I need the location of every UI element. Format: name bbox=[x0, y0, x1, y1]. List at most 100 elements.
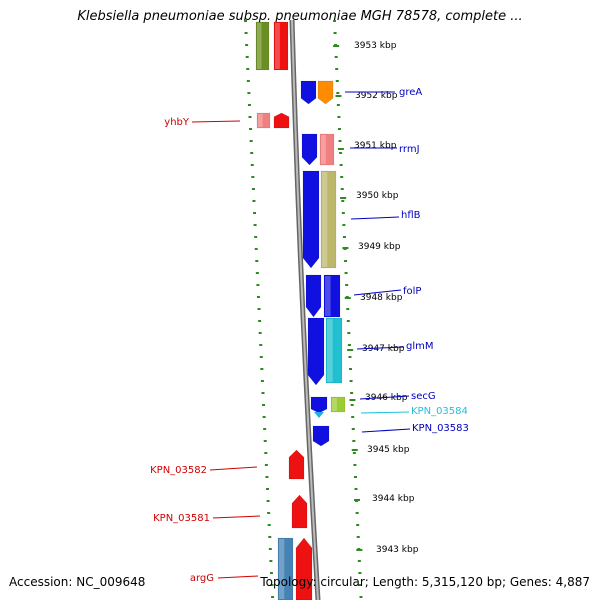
tick-mark bbox=[336, 104, 340, 106]
gene-block-secG bbox=[330, 396, 346, 413]
major-tick bbox=[342, 247, 349, 249]
tick-mark bbox=[258, 320, 262, 322]
gene-arrow-glmM bbox=[307, 317, 325, 386]
tick-mark bbox=[244, 32, 248, 34]
tick-mark bbox=[247, 92, 251, 94]
gene-labels: greA rrmJ hflB folP glmM secG KPN_03584 KPN_035… bbox=[150, 87, 469, 584]
tick-mark bbox=[262, 416, 266, 418]
tick-mark bbox=[339, 164, 343, 166]
tick-mark bbox=[260, 368, 264, 370]
scale-label: 3953 kbp bbox=[354, 41, 397, 51]
gene-block-greA bbox=[317, 80, 334, 105]
tick-mark bbox=[350, 392, 354, 394]
tick-mark bbox=[245, 56, 249, 58]
tick-mark bbox=[263, 440, 267, 442]
tick-mark bbox=[256, 284, 260, 286]
scale-labels: 3953 kbp 3952 kbp 3951 kbp 3950 kbp 3949 kbp… bbox=[354, 41, 419, 555]
tick-mark bbox=[351, 428, 355, 430]
tick-mark bbox=[348, 356, 352, 358]
scale-label: 3945 kbp bbox=[367, 445, 410, 455]
tick-mark bbox=[267, 524, 271, 526]
tick-mark bbox=[250, 152, 254, 154]
gene-block-folP bbox=[323, 274, 341, 318]
tick-mark bbox=[335, 80, 339, 82]
tick-mark bbox=[250, 164, 254, 166]
tick-mark bbox=[341, 200, 345, 202]
tick-mark bbox=[265, 476, 269, 478]
leader-line bbox=[217, 575, 259, 579]
tick-mark bbox=[358, 584, 362, 586]
tick-mark bbox=[256, 296, 260, 298]
gene-arrow-rrmJ bbox=[301, 133, 318, 166]
tick-mark bbox=[342, 236, 346, 238]
gene-arrow-KPN_03584 bbox=[314, 412, 324, 418]
gene-block-glmM-shade bbox=[327, 319, 333, 382]
major-tick bbox=[333, 45, 340, 47]
tick-mark bbox=[259, 356, 263, 358]
tick-mark bbox=[336, 92, 340, 94]
tick-mark bbox=[345, 284, 349, 286]
gene-block-hflB-shade bbox=[322, 172, 328, 267]
tick-mark bbox=[246, 68, 250, 70]
map-title: Klebsiella pneumoniae subsp. pneumoniae … bbox=[77, 9, 523, 24]
tick-mark bbox=[249, 128, 253, 130]
tick-mark bbox=[253, 224, 257, 226]
gene-label: hflB bbox=[401, 210, 421, 221]
tick-mark bbox=[337, 116, 341, 118]
leader-line bbox=[356, 346, 405, 350]
tick-mark bbox=[352, 440, 356, 442]
tick-mark bbox=[340, 188, 344, 190]
gene-label: KPN_03582 bbox=[150, 465, 207, 476]
tick-mark bbox=[356, 524, 360, 526]
tick-mark bbox=[338, 140, 342, 142]
scale-label: 3946 kbp bbox=[365, 393, 408, 403]
tick-mark bbox=[257, 308, 261, 310]
major-tick bbox=[354, 499, 361, 501]
tick-mark bbox=[251, 188, 255, 190]
tick-mark bbox=[268, 548, 272, 550]
leader-line bbox=[360, 411, 410, 414]
tick-mark bbox=[353, 476, 357, 478]
tick-mark bbox=[340, 176, 344, 178]
tick-mark bbox=[248, 116, 252, 118]
genome-backbone bbox=[289, 19, 321, 600]
tick-mark bbox=[260, 380, 264, 382]
tick-mark bbox=[344, 260, 348, 262]
tick-mark bbox=[339, 152, 343, 154]
tick-mark bbox=[259, 344, 263, 346]
tick-mark bbox=[249, 140, 253, 142]
gene-block-argG-shade bbox=[279, 539, 285, 599]
tick-mark bbox=[261, 392, 265, 394]
scale-label: 3949 kbp bbox=[358, 242, 401, 252]
tick-mark bbox=[347, 344, 351, 346]
tick-mark bbox=[255, 272, 259, 274]
genome-summary-text: Topology: circular; Length: 5,315,120 bp… bbox=[260, 575, 590, 589]
gene-block-olive-top bbox=[255, 21, 270, 71]
tick-mark bbox=[244, 20, 247, 22]
tick-mark bbox=[264, 452, 268, 454]
major-tick bbox=[349, 399, 356, 401]
gene-arrow-KPN_03582 bbox=[288, 449, 305, 480]
tick-mark bbox=[335, 68, 339, 70]
gene-label: secG bbox=[411, 391, 436, 402]
tick-mark bbox=[264, 464, 268, 466]
gene-label: argG bbox=[190, 573, 214, 584]
tick-mark bbox=[266, 500, 270, 502]
gene-label: glmM bbox=[406, 341, 434, 352]
tick-mark bbox=[267, 512, 271, 514]
outer-tick-ring bbox=[244, 20, 275, 598]
tick-mark bbox=[358, 572, 362, 574]
gene-block-yhbY-shade bbox=[258, 114, 263, 127]
tick-mark bbox=[268, 536, 272, 538]
scale-label: 3952 kbp bbox=[355, 91, 398, 101]
gene-arrow-hflB bbox=[302, 170, 320, 269]
gene-block-secG-shade bbox=[332, 398, 337, 411]
gene-block-red-top-shade bbox=[275, 23, 280, 69]
gene-arrow-greA bbox=[300, 80, 317, 105]
tick-mark bbox=[269, 572, 273, 574]
tick-mark bbox=[355, 512, 359, 514]
leader-line bbox=[350, 216, 400, 220]
feature-track bbox=[255, 21, 346, 600]
tick-mark bbox=[271, 596, 275, 598]
